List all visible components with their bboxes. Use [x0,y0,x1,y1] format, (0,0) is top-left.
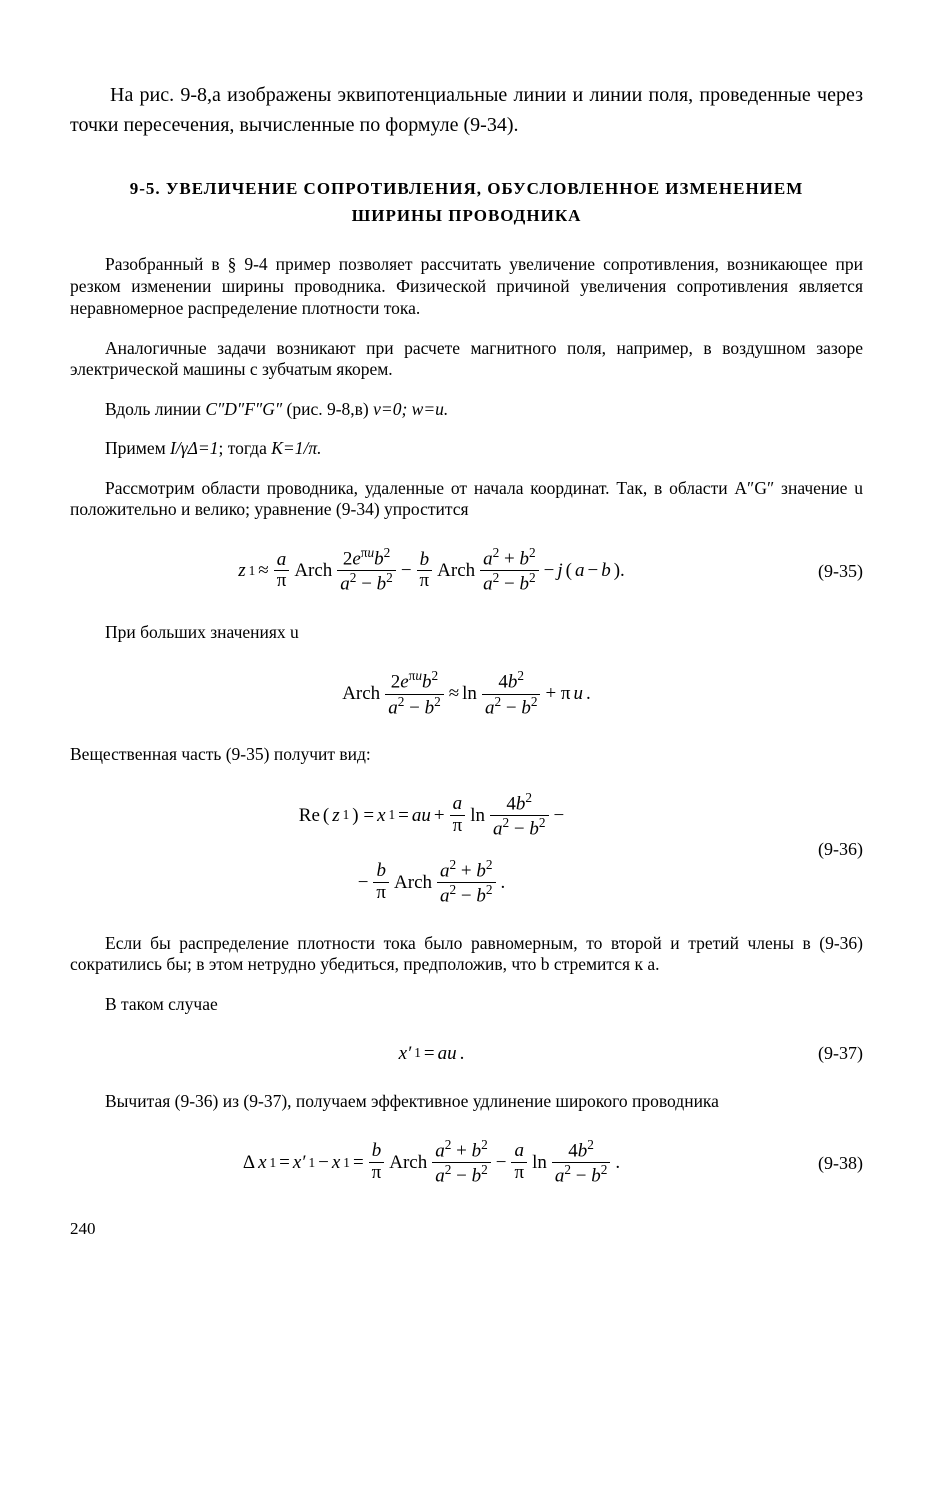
cdg-line-label: C″D″F″G″ [205,399,282,419]
igamma-expr: I/γΔ=1 [170,438,218,458]
re-op: Re [299,803,320,829]
ln-op-2: ln [470,803,485,829]
paragraph-9: Вычитая (9-36) из (9-37), получаем эффек… [70,1091,863,1113]
arch-op-3: Arch [342,681,380,707]
paragraph-2: Аналогичные задачи возникают при расчете… [70,338,863,382]
arch-op-5: Arch [389,1150,427,1176]
paragraph-8: В таком случае [70,994,863,1016]
arch-op-2: Arch [437,558,475,584]
equation-9-38: Δx1 = x′1 − x1 = bπ Arch a2 + b2a2 − b2 … [70,1138,863,1187]
paragraph-3: Вдоль линии C″D″F″G″ (рис. 9-8,в) v=0; w… [70,399,863,421]
paragraph-7: Если бы распределение плотности тока был… [70,933,863,977]
ln-op-1: ln [462,681,477,707]
ln-op-3: ln [532,1150,547,1176]
after-eq35-text: При больших значениях u [70,621,863,645]
arch-op-1: Arch [294,558,332,584]
eq-num-38: (9-38) [793,1151,863,1175]
k1pi-expr: K=1/π. [271,438,321,458]
equation-arch-approx: Arch 2eπub2a2 − b2 ≈ ln 4b2a2 − b2 + πu. [70,669,863,718]
arch-op-4: Arch [394,870,432,896]
equation-9-36: Re (z1) = x1 = au + aπ ln 4b2a2 − b2 − −… [70,791,863,908]
equation-9-35: z1 ≈ aπ Arch 2eπub2a2 − b2 − bπ Arch a2 … [70,546,863,595]
eq-num-37: (9-37) [793,1041,863,1065]
eq-num-35: (9-35) [793,559,863,583]
paragraph-4: Примем I/γΔ=1; тогда K=1/π. [70,438,863,460]
paragraph-1: Разобранный в § 9-4 пример позволяет рас… [70,254,863,320]
paragraph-5: Рассмотрим области проводника, удаленные… [70,478,863,522]
page-number: 240 [70,1218,863,1241]
para4-text-b: ; тогда [218,438,271,458]
para4-text-a: Примем [105,438,170,458]
section-heading: 9-5. УВЕЛИЧЕНИЕ СОПРОТИВЛЕНИЯ, ОБУСЛОВЛЕ… [110,175,823,229]
v0-expr: v=0; w=u. [373,399,448,419]
intro-paragraph: На рис. 9-8,а изображены эквипотенциальн… [70,80,863,140]
eq-num-36: (9-36) [793,837,863,861]
paragraph-6: Вещественная часть (9-35) получит вид: [70,744,863,766]
equation-9-37: x′1 = au. (9-37) [70,1041,863,1067]
para3-text-b: (рис. 9-8,в) [282,399,373,419]
para3-text-a: Вдоль линии [105,399,205,419]
